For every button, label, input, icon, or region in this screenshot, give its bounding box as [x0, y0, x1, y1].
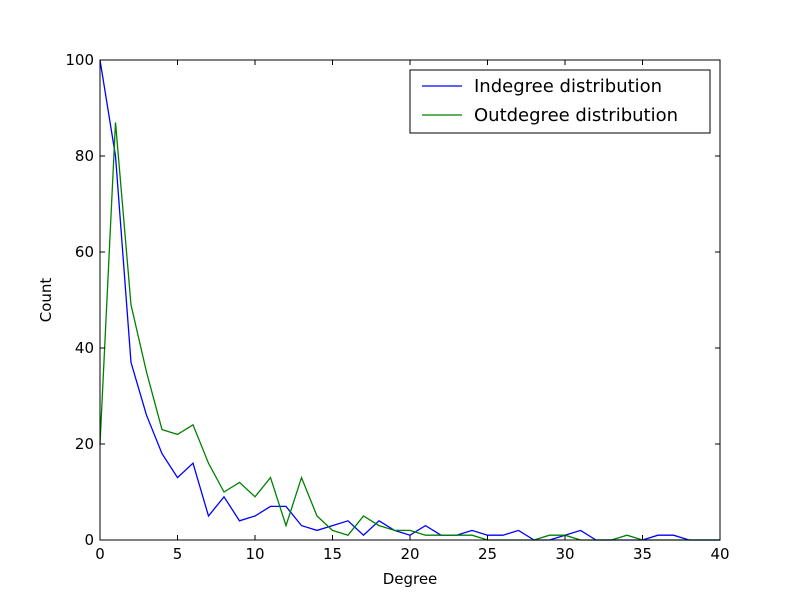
x-tick-label: 35 [633, 545, 652, 563]
axis-ticks [99, 59, 721, 541]
y-axis-label: Count [37, 278, 55, 323]
y-tick-label: 20 [75, 435, 94, 453]
x-tick-label: 0 [95, 545, 105, 563]
legend-box [409, 69, 711, 134]
y-tick-label: 60 [75, 243, 94, 261]
axis-tick-labels: 0 5 10 15 20 25 30 35 40 0 20 40 60 80 100 [65, 51, 729, 563]
x-tick-label: 20 [400, 545, 419, 563]
x-tick-label: 40 [710, 545, 729, 563]
x-tick-label: 10 [245, 545, 264, 563]
x-tick-label: 15 [323, 545, 342, 563]
y-tick-label: 0 [84, 531, 94, 549]
y-tick-label: 80 [75, 147, 94, 165]
x-tick-label: 5 [173, 545, 183, 563]
legend: Indegree distribution Outdegree distribu… [409, 69, 711, 134]
x-tick-label: 25 [478, 545, 497, 563]
legend-label-indegree: Indegree distribution [474, 76, 662, 97]
y-tick-label: 40 [75, 339, 94, 357]
series-line-outdegree [99, 122, 720, 541]
x-axis-label: Degree [383, 570, 438, 588]
y-tick-label: 100 [65, 51, 94, 69]
x-tick-label: 30 [555, 545, 574, 563]
legend-label-outdegree: Outdegree distribution [474, 105, 678, 126]
